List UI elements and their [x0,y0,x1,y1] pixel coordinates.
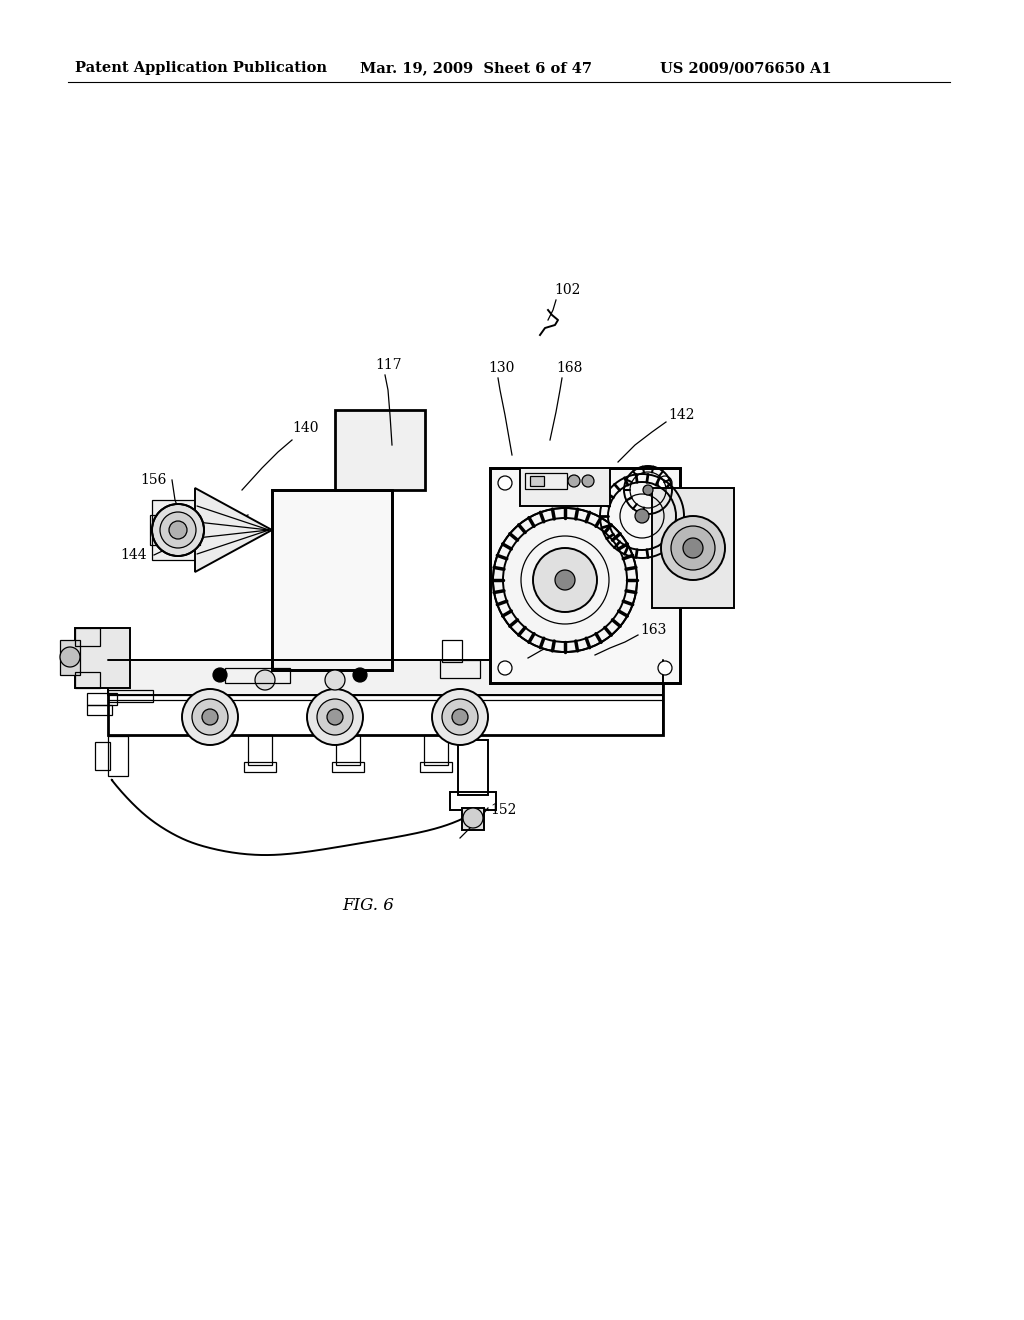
Circle shape [643,484,653,495]
Bar [152,500,197,560]
Bar [424,735,449,766]
Bar [108,660,663,696]
Bar [95,742,110,770]
Bar [75,672,100,688]
Circle shape [325,671,345,690]
Circle shape [152,504,204,556]
Text: Patent Application Publication: Patent Application Publication [75,61,327,75]
Circle shape [452,709,468,725]
Text: 144: 144 [120,548,146,562]
Bar [490,469,680,682]
Circle shape [568,475,580,487]
Circle shape [493,508,637,652]
Bar [87,693,117,705]
Bar [108,660,663,735]
Circle shape [671,525,715,570]
Circle shape [169,521,187,539]
Bar [520,469,610,506]
Bar [108,690,153,702]
Circle shape [60,647,80,667]
Text: 152: 152 [490,803,516,817]
Bar [75,628,130,688]
Circle shape [317,700,353,735]
Circle shape [498,661,512,675]
Text: 165: 165 [700,495,726,510]
Bar [272,490,392,671]
Circle shape [683,539,703,558]
Circle shape [662,516,725,579]
Circle shape [213,668,227,682]
Circle shape [160,512,196,548]
Circle shape [327,709,343,725]
Bar [244,762,276,772]
Circle shape [353,668,367,682]
Circle shape [182,689,238,744]
Bar [335,411,425,490]
Bar [336,735,360,766]
Circle shape [202,709,218,725]
Bar [150,515,200,545]
Polygon shape [195,488,272,572]
Text: US 2009/0076650 A1: US 2009/0076650 A1 [660,61,831,75]
Circle shape [432,689,488,744]
Bar [248,735,272,766]
Bar [87,705,112,715]
Bar [458,741,488,795]
Text: 162: 162 [575,623,601,638]
Bar [490,469,680,682]
Text: 130: 130 [488,360,514,375]
Bar [75,628,100,645]
Text: 163: 163 [640,623,667,638]
Circle shape [555,570,575,590]
Bar [225,668,290,682]
Bar [108,737,128,776]
Text: Mar. 19, 2009  Sheet 6 of 47: Mar. 19, 2009 Sheet 6 of 47 [360,61,592,75]
Circle shape [582,475,594,487]
Text: 156: 156 [140,473,166,487]
Text: 117: 117 [375,358,401,372]
Text: 168: 168 [556,360,583,375]
Circle shape [307,689,362,744]
Circle shape [635,510,649,523]
Bar [462,808,484,830]
Text: 164: 164 [695,548,722,562]
Bar [440,660,480,678]
Circle shape [658,661,672,675]
Circle shape [193,700,228,735]
Bar [450,792,496,810]
Bar [272,490,392,671]
Bar [272,490,392,671]
Bar [652,488,734,609]
Bar [332,762,364,772]
Bar [60,640,80,675]
Text: 140: 140 [292,421,318,436]
Bar [525,473,567,488]
Circle shape [498,477,512,490]
Bar [530,477,544,486]
Text: FIG. 6: FIG. 6 [342,896,394,913]
Text: 142: 142 [668,408,694,422]
Circle shape [255,671,275,690]
Bar [420,762,452,772]
Text: 102: 102 [554,282,581,297]
Circle shape [534,548,597,612]
Circle shape [658,477,672,490]
Circle shape [463,808,483,828]
Bar [442,640,462,663]
Circle shape [442,700,478,735]
